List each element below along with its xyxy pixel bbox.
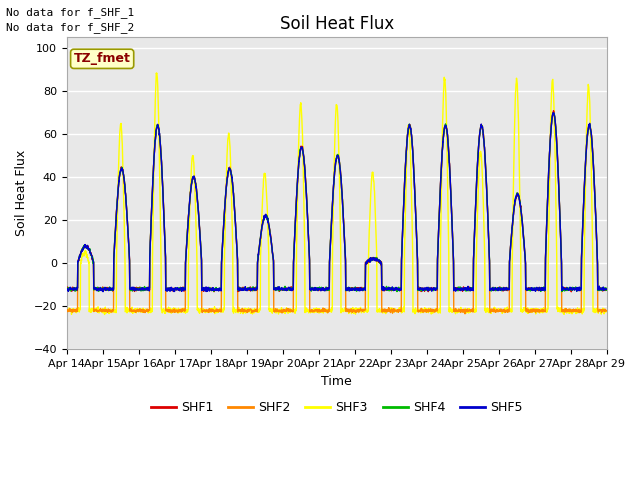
Y-axis label: Soil Heat Flux: Soil Heat Flux — [15, 150, 28, 237]
Legend: SHF1, SHF2, SHF3, SHF4, SHF5: SHF1, SHF2, SHF3, SHF4, SHF5 — [146, 396, 527, 419]
X-axis label: Time: Time — [321, 374, 352, 387]
Title: Soil Heat Flux: Soil Heat Flux — [280, 15, 394, 33]
Text: No data for f_SHF_1: No data for f_SHF_1 — [6, 7, 134, 18]
Text: TZ_fmet: TZ_fmet — [74, 52, 131, 65]
Text: No data for f_SHF_2: No data for f_SHF_2 — [6, 22, 134, 33]
